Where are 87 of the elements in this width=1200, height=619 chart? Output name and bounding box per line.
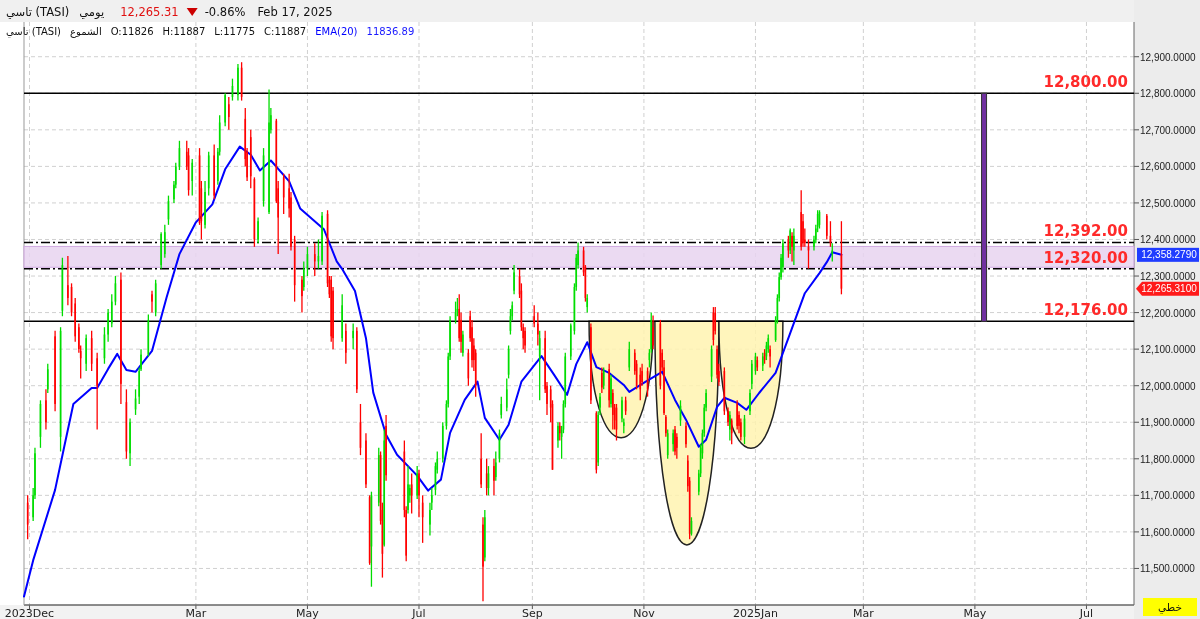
candlestick: [257, 216, 259, 244]
y-tick-label: 12,100.0000: [1140, 344, 1197, 356]
candlestick: [533, 304, 535, 328]
y-tick-label: 12,300.0000: [1140, 271, 1197, 283]
annotation: H:11887: [162, 26, 206, 37]
x-tick-label: May: [963, 607, 987, 619]
y-tick-label: 11,900.0000: [1140, 417, 1196, 429]
y-tick-label: 12,800.0000: [1140, 88, 1197, 100]
candlestick: [224, 92, 226, 127]
annotation: الشموع: [70, 26, 102, 38]
x-tick-label: 2023Dec: [4, 607, 55, 619]
candlestick: [505, 377, 508, 412]
text: EMA(20): [315, 26, 358, 37]
candlestick: [110, 293, 113, 328]
text: 12,265.3100: [1141, 283, 1198, 295]
y-tick-label: 12,200.0000: [1140, 307, 1197, 319]
candlestick: [356, 326, 358, 394]
annotation: 11836.89: [366, 26, 415, 37]
candlestick: [628, 341, 631, 372]
text: Feb 17, 2025: [257, 5, 333, 19]
y-tick-label: 12,400.0000: [1140, 234, 1197, 246]
y-tick-label: 11,800.0000: [1140, 453, 1196, 465]
candlestick: [590, 322, 592, 405]
text: 12,265.31: [120, 5, 179, 19]
y-tick-label: 11,600.0000: [1140, 526, 1196, 538]
candlestick: [85, 333, 87, 372]
text: يومي: [79, 5, 105, 20]
candlestick: [500, 396, 503, 420]
y-tick-label: 11,700.0000: [1140, 490, 1196, 502]
candlestick: [204, 180, 206, 230]
x-tick-label: Mar: [185, 607, 207, 619]
ref-line-label: 12,320.00: [1043, 248, 1128, 267]
y-tick-label: 12,000.0000: [1140, 380, 1197, 392]
candlestick: [345, 322, 347, 365]
candlestick: [800, 189, 802, 252]
x-tick-label: Sep: [522, 607, 543, 619]
x-tick-label: May: [296, 607, 320, 619]
line-series: [23, 145, 843, 598]
annotation: O:11826: [110, 26, 154, 37]
candlestick: [586, 293, 589, 314]
x-tick-label: Jul: [1078, 607, 1094, 619]
candlestick: [228, 96, 230, 131]
candlestick: [751, 359, 753, 390]
text: -0.86%: [204, 5, 246, 19]
candlestick: [96, 352, 98, 431]
candlestick: [513, 264, 515, 295]
text: خطي: [1158, 601, 1182, 614]
candlestick: [151, 290, 153, 314]
candlestick: [54, 330, 56, 412]
text: تاسي (TASI): [6, 5, 70, 19]
ref-line-label: 12,800.00: [1043, 73, 1128, 92]
candlestick: [191, 158, 194, 197]
ref-line-label: 12,176.00: [1043, 301, 1128, 320]
candlestick: [341, 293, 343, 343]
candlestick: [313, 242, 316, 277]
candlestick: [825, 213, 828, 241]
candlestick: [67, 255, 69, 306]
annotation: C:11887: [264, 26, 307, 37]
candlestick: [160, 231, 162, 270]
candlestick: [129, 417, 131, 467]
annotation: تاسي (TASI): [6, 26, 62, 38]
candlestick: [321, 211, 323, 266]
y-tick-label: 12,900.0000: [1140, 51, 1197, 63]
y-tick-label: 12,700.0000: [1140, 124, 1197, 136]
y-tick-label: 11,500.0000: [1140, 563, 1196, 575]
candlestick: [120, 271, 122, 405]
candlestick: [237, 63, 239, 102]
x-tick-label: Nov: [633, 607, 656, 619]
candlestick: [352, 322, 354, 350]
annotation: L:11775: [214, 26, 256, 37]
x-tick-label: Mar: [852, 607, 875, 619]
x-tick-label: 2025Jan: [732, 607, 778, 619]
candlestick: [831, 242, 834, 263]
candlestick: [685, 421, 687, 449]
candlestick: [480, 432, 482, 489]
y-tick-label: 12,600.0000: [1140, 161, 1197, 173]
candlestick: [736, 399, 738, 431]
ref-line-label: 12,392.00: [1043, 222, 1128, 241]
candlestick: [639, 366, 642, 401]
candlestick: [74, 297, 76, 343]
x-tick-label: Jul: [411, 607, 426, 619]
candlestick: [164, 224, 166, 259]
candlestick: [107, 308, 109, 343]
text: 12,358.2790: [1141, 249, 1198, 261]
y-tick-label: 12,500.0000: [1140, 197, 1197, 209]
candlestick: [213, 143, 215, 200]
candlestick: [365, 432, 367, 489]
